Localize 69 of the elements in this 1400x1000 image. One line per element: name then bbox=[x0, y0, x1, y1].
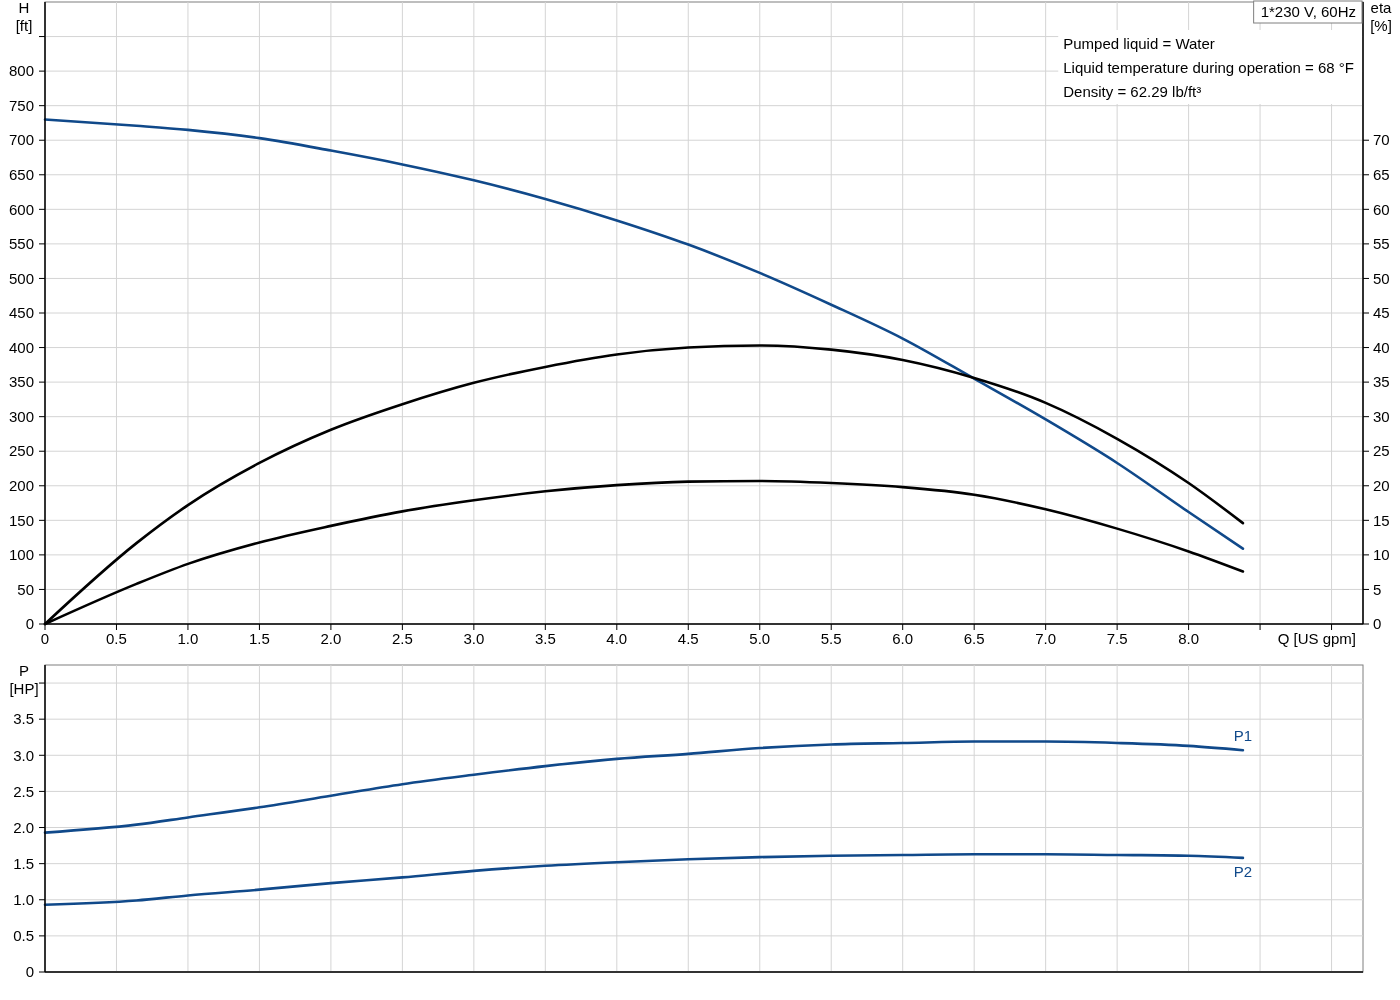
x-tick-label: 3.5 bbox=[534, 630, 556, 647]
y-tick-label: 1.0 bbox=[13, 891, 34, 909]
y-tick-label: 300 bbox=[8, 407, 34, 425]
x-tick-label: 8.0 bbox=[1178, 630, 1200, 647]
x-tick-label: 6.5 bbox=[963, 630, 985, 647]
x-tick-label: 4.5 bbox=[677, 630, 699, 647]
x-tick-label: 2.5 bbox=[391, 630, 413, 647]
y-tick-label: 550 bbox=[8, 235, 34, 253]
y2-tick-label: 70 bbox=[1373, 131, 1390, 149]
x-tick-label: 5.0 bbox=[749, 630, 771, 647]
y-tick-label: 650 bbox=[8, 166, 34, 184]
y-tick-label: 0 bbox=[25, 615, 34, 633]
x-tick-label: 5.5 bbox=[820, 630, 842, 647]
x-tick-label: 0.5 bbox=[106, 630, 127, 647]
y2-tick-label: 0 bbox=[1373, 615, 1382, 633]
y-tick-label: 2.5 bbox=[13, 782, 34, 800]
annotation: Pumped liquid = Water bbox=[1063, 35, 1215, 52]
y2-tick-label: 15 bbox=[1373, 511, 1390, 529]
y2-tick-label: 35 bbox=[1373, 373, 1390, 391]
y2-tick-label: 65 bbox=[1373, 166, 1390, 184]
y-tick-label: 600 bbox=[8, 200, 34, 218]
y2-axis-title: eta [%] bbox=[1370, 0, 1393, 34]
annotation: Liquid temperature during operation = 68 °F bbox=[1063, 59, 1354, 76]
y2-tick-label: 10 bbox=[1373, 546, 1390, 564]
series-label: P2 bbox=[1233, 862, 1253, 880]
y2-tick-label: 25 bbox=[1373, 442, 1390, 460]
x-tick-label: 4.0 bbox=[606, 630, 628, 647]
y2-tick-label: 40 bbox=[1373, 338, 1390, 356]
y-tick-label: 700 bbox=[8, 131, 34, 149]
y-tick-label: 450 bbox=[8, 304, 34, 322]
x-tick-label: 0 bbox=[40, 630, 50, 647]
x-tick-label: 3.0 bbox=[463, 630, 485, 647]
y-tick-label: 250 bbox=[8, 442, 34, 460]
y-tick-label: 3.0 bbox=[13, 746, 34, 764]
x-tick-label: 2.0 bbox=[320, 630, 342, 647]
x-tick-label: 7.5 bbox=[1106, 630, 1128, 647]
y-tick-label: 800 bbox=[8, 62, 34, 80]
line-series bbox=[43, 740, 1245, 834]
y2-tick-label: 45 bbox=[1373, 304, 1390, 322]
y2-tick-label: 55 bbox=[1373, 235, 1390, 253]
x-axis-title: Q [US gpm] bbox=[1277, 630, 1356, 647]
y2-tick-label: 50 bbox=[1373, 269, 1390, 287]
y-tick-label: 0.5 bbox=[13, 927, 34, 945]
annotation: Density = 62.29 lb/ft³ bbox=[1063, 83, 1202, 100]
y-tick-label: 350 bbox=[8, 373, 34, 391]
x-tick-label: 7.0 bbox=[1035, 630, 1057, 647]
y-tick-label: 150 bbox=[8, 511, 34, 529]
chart-title: 1*230 V, 60Hz bbox=[1260, 3, 1356, 20]
y2-tick-label: 60 bbox=[1373, 200, 1390, 218]
y-tick-label: 750 bbox=[8, 96, 34, 114]
y-tick-label: 200 bbox=[8, 477, 34, 495]
y-tick-label: 3.5 bbox=[13, 710, 34, 728]
y-tick-label: 50 bbox=[17, 580, 34, 598]
y-tick-label: 2.0 bbox=[13, 818, 34, 836]
x-tick-label: 1.5 bbox=[249, 630, 270, 647]
y2-tick-label: 20 bbox=[1373, 477, 1390, 495]
y-tick-label: 100 bbox=[8, 546, 34, 564]
y-tick-label: 0 bbox=[25, 963, 34, 981]
series-label: P1 bbox=[1233, 727, 1253, 745]
x-tick-label: 6.0 bbox=[892, 630, 914, 647]
x-tick-label: 1.0 bbox=[177, 630, 199, 647]
line-series bbox=[43, 118, 1245, 550]
y-axis-title: H [ft] bbox=[15, 0, 33, 34]
y2-tick-label: 5 bbox=[1373, 580, 1382, 598]
y-tick-label: 1.5 bbox=[13, 854, 34, 872]
y2-tick-label: 30 bbox=[1373, 407, 1390, 425]
y-tick-label: 500 bbox=[8, 269, 34, 287]
y-axis-title: P [HP] bbox=[9, 662, 39, 697]
y-tick-label: 400 bbox=[8, 338, 34, 356]
